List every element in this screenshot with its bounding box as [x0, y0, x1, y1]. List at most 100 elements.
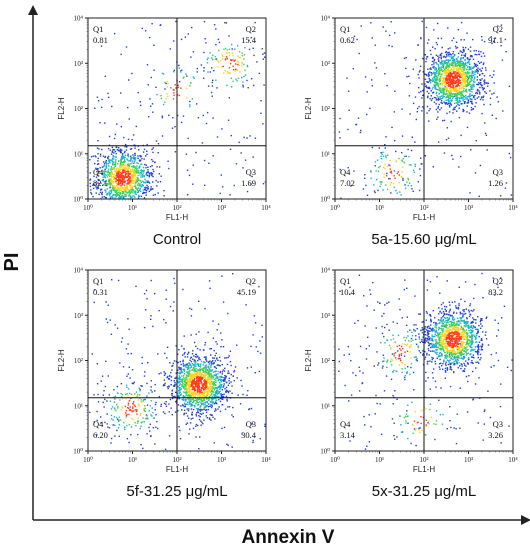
event-dot [210, 393, 213, 396]
event-dot [466, 83, 469, 86]
event-dot [242, 393, 244, 396]
event-dot [103, 183, 105, 186]
event-dot [140, 176, 142, 178]
event-dot [158, 373, 160, 375]
event-dot [456, 73, 458, 75]
event-dot [116, 148, 119, 151]
event-dot [155, 426, 157, 428]
event-dot [221, 363, 223, 366]
event-dot [147, 166, 149, 168]
event-dot [483, 80, 485, 82]
event-dot [110, 178, 112, 180]
event-dot [401, 152, 403, 154]
event-dot [165, 82, 167, 85]
event-dot [442, 80, 445, 83]
y-tick-label: 10⁰ [73, 448, 83, 456]
event-dot [202, 402, 204, 404]
event-dot [220, 383, 222, 386]
event-dot [115, 409, 117, 412]
event-dot [131, 369, 134, 371]
event-dot [130, 196, 133, 199]
event-dot [462, 49, 465, 51]
event-dot [208, 395, 211, 398]
event-dot [239, 403, 242, 405]
event-dot [464, 90, 466, 93]
event-dot [131, 178, 133, 180]
event-dot [393, 170, 396, 172]
event-dot [456, 77, 458, 79]
event-dot [195, 392, 197, 395]
event-dot [212, 397, 214, 400]
event-dot [155, 401, 157, 404]
event-dot [462, 316, 464, 318]
event-dot [249, 135, 251, 137]
event-dot [101, 98, 103, 101]
event-dot [199, 365, 202, 367]
event-dot [431, 57, 434, 59]
event-dot [230, 373, 232, 376]
event-dot [145, 180, 147, 182]
event-dot [182, 354, 184, 356]
event-dot [121, 394, 124, 396]
event-dot [191, 98, 193, 100]
event-dot [502, 110, 504, 112]
event-dot [159, 181, 162, 183]
event-dot [186, 194, 189, 196]
event-dot [224, 377, 227, 379]
event-dot [205, 122, 208, 125]
event-dot [216, 387, 218, 390]
event-dot [452, 81, 455, 84]
event-dot [211, 81, 214, 84]
event-dot [447, 61, 450, 64]
event-dot [164, 372, 166, 375]
event-dot [225, 56, 228, 58]
event-dot [204, 404, 207, 406]
event-dot [186, 403, 189, 406]
event-dot [472, 38, 474, 41]
event-dot [90, 193, 93, 195]
event-dot [191, 377, 193, 379]
event-dot [401, 171, 403, 173]
event-dot [433, 65, 435, 68]
event-dot [205, 395, 207, 397]
event-dot [98, 193, 100, 196]
event-dot [123, 156, 125, 158]
event-dot [197, 395, 199, 397]
event-dot [134, 175, 137, 177]
event-dot [193, 376, 195, 379]
event-dot [397, 171, 399, 173]
event-dot [179, 368, 182, 371]
event-dot [210, 91, 213, 94]
event-dot [462, 109, 464, 111]
event-dot [474, 76, 476, 78]
event-dot [425, 58, 428, 60]
event-dot [460, 60, 462, 63]
event-dot [114, 186, 116, 189]
event-dot [156, 94, 158, 96]
event-dot [489, 416, 492, 419]
event-dot [454, 62, 456, 64]
event-dot [174, 126, 176, 128]
event-dot [113, 137, 116, 140]
event-dot [420, 37, 422, 39]
event-dot [111, 146, 114, 148]
event-dot [225, 376, 227, 378]
event-dot [203, 159, 206, 162]
event-dot [132, 179, 134, 182]
event-dot [177, 82, 179, 84]
event-dot [116, 418, 119, 420]
event-dot [97, 175, 100, 177]
event-dot [142, 400, 144, 402]
event-dot [401, 160, 404, 162]
event-dot [185, 394, 188, 396]
event-dot [432, 92, 434, 94]
event-dot [206, 393, 208, 396]
event-dot [196, 347, 199, 350]
event-dot [130, 171, 133, 173]
event-dot [202, 387, 204, 389]
event-dot [211, 395, 213, 397]
event-dot [118, 173, 120, 176]
event-dot [432, 166, 434, 168]
event-dot [215, 28, 217, 30]
event-dot [196, 356, 198, 358]
